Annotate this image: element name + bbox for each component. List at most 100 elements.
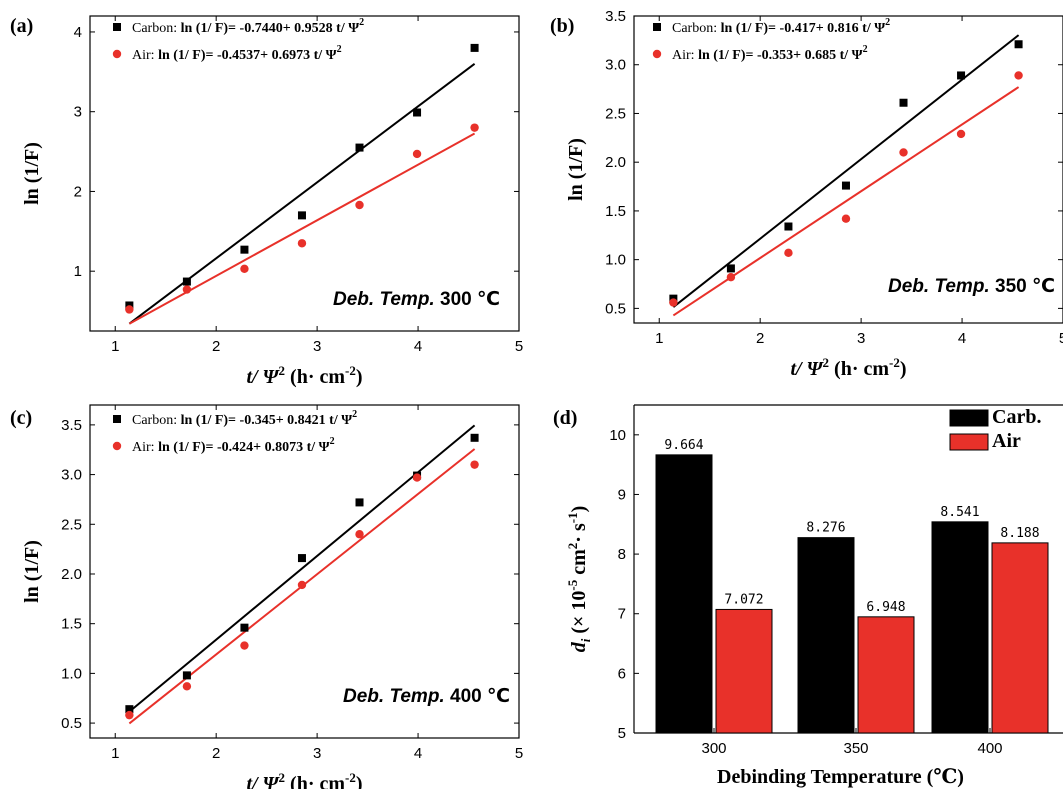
- panel-label: (a): [10, 15, 33, 37]
- legend-equation: -0.417+ 0.816 t/ Ψ: [780, 21, 886, 36]
- x-tick-label: 1: [111, 338, 119, 355]
- panel-label: (d): [553, 407, 577, 429]
- bar-value-label: 8.188: [1000, 526, 1039, 541]
- data-point-air: [355, 530, 364, 539]
- legend-equation: -0.424+ 0.8073 t/ Ψ: [217, 440, 330, 455]
- legend-marker-carbon: [113, 23, 121, 31]
- x-tick-label: 5: [515, 745, 523, 762]
- x-label-sup: 2: [279, 770, 286, 785]
- y-tick-label: 5: [618, 725, 626, 742]
- x-tick-label: 300: [701, 740, 726, 757]
- data-point-carbon: [297, 211, 306, 220]
- y-tick-label: 1.0: [61, 665, 82, 682]
- data-point-air: [726, 272, 736, 282]
- legend-equation-sup: 2: [885, 17, 890, 28]
- y-axis-label: ln (1/F): [21, 142, 43, 205]
- legend-series-name: Carbon: [132, 21, 173, 36]
- y-tick-label: 4: [74, 24, 82, 41]
- x-tick-label: 4: [958, 330, 966, 347]
- legend-marker-air: [112, 49, 122, 59]
- y-tick-label: 10: [609, 427, 626, 444]
- legend-equation-prefix: ln (1/ F)=: [158, 440, 217, 455]
- y-axis-label: di (× 10-5 cm2· s-1): [565, 506, 593, 653]
- legend-entry-air: Air: ln (1/ F)= -0.4537+ 0.6973 t/ Ψ2: [132, 44, 342, 63]
- legend-colon: :: [173, 413, 180, 428]
- data-point-carbon: [240, 245, 249, 254]
- legend-label: Air: [992, 430, 1021, 452]
- bar-value-label: 7.072: [724, 592, 763, 607]
- legend-swatch-0: [949, 409, 989, 427]
- panel-d: 5 6 7 8 9 10 300 9.664 7.072 350 8.276 6.948 400 8.54…: [553, 404, 1063, 788]
- y-label-sub: i: [578, 638, 593, 642]
- data-point-carbon: [470, 43, 479, 52]
- data-point-air: [669, 298, 678, 307]
- legend-series-name: Carbon: [132, 413, 173, 428]
- bar-value-label: 8.541: [940, 505, 979, 520]
- x-axis-label: t/ Ψ2 (h· cm-2): [790, 355, 906, 380]
- legend-equation-sup: 2: [330, 436, 335, 447]
- bar-air-350: [857, 616, 915, 734]
- legend-marker-air: [652, 49, 662, 59]
- data-point-carbon: [899, 98, 908, 107]
- y-tick-label: 3.5: [61, 417, 82, 434]
- legend-equation-prefix: ln (1/ F)=: [698, 48, 757, 63]
- data-point-air: [240, 264, 249, 273]
- plot-frame: [633, 15, 1063, 324]
- x-label-unit-sup: -2: [345, 363, 356, 378]
- data-point-carbon: [182, 277, 191, 286]
- data-point-carbon: [182, 671, 191, 680]
- data-point-carbon: [726, 264, 735, 273]
- annotation-italic: Deb. Temp.: [888, 276, 990, 297]
- data-point-air: [899, 148, 908, 157]
- x-tick-label: 5: [1059, 330, 1063, 347]
- legend-colon: :: [713, 21, 720, 36]
- y-tick-label: 1: [74, 263, 82, 280]
- y-tick-label: 3.0: [61, 467, 82, 484]
- data-point-air: [125, 710, 134, 720]
- legend-equation-prefix: ln (1/ F)=: [721, 21, 780, 36]
- legend-colon: :: [151, 48, 158, 63]
- bar-air-300: [715, 608, 773, 734]
- panel-c: 1 2 3 4 5 0.5 1.0 1.5 2.0 2.5 3.0 3.5 (c) Carbon: ln …: [10, 404, 523, 789]
- legend-equation: -0.7440+ 0.9528 t/ Ψ: [240, 21, 360, 36]
- annotation-value: 350 ℃: [995, 276, 1055, 297]
- panel-a: 1 2 3 4 5 1 2 3 4 (a) Carbon: ln (1/ F)= -0.7440+ …: [10, 15, 523, 388]
- x-label-unit: (h· cm: [290, 366, 345, 388]
- data-point-air: [297, 239, 307, 248]
- legend-label: Carb.: [992, 406, 1041, 428]
- legend-entry-carbon: Carbon: ln (1/ F)= -0.345+ 0.8421 t/ Ψ2: [132, 409, 357, 428]
- y-tick-label: 6: [618, 665, 626, 682]
- bar-carb-300: [655, 454, 713, 734]
- data-point-carbon: [297, 554, 306, 563]
- fit-line-carbon: [672, 34, 1020, 308]
- y-tick-label: 0.5: [61, 715, 82, 732]
- y-label-sup3: -1: [565, 512, 580, 523]
- data-point-air: [784, 248, 793, 258]
- y-label-rest: (× 10: [568, 591, 590, 639]
- y-axis-label: ln (1/F): [21, 540, 43, 603]
- y-tick-label: 2: [74, 183, 82, 200]
- legend-equation-prefix: ln (1/ F)=: [181, 21, 240, 36]
- y-tick-label: 2.5: [605, 105, 626, 122]
- legend-equation-prefix: ln (1/ F)=: [181, 413, 240, 428]
- x-tick-label: 2: [212, 338, 220, 355]
- data-point-air: [470, 123, 479, 132]
- bar-carb-400: [931, 521, 989, 734]
- data-point-carbon: [1014, 40, 1023, 49]
- fit-line-carbon: [128, 62, 476, 325]
- data-point-carbon: [957, 71, 966, 80]
- x-tick-label: 2: [756, 330, 764, 347]
- x-label-close: ): [356, 773, 363, 789]
- data-point-air: [841, 214, 851, 223]
- legend-series-name: Carbon: [672, 21, 713, 36]
- legend-marker-air: [112, 441, 122, 451]
- data-point-carbon: [355, 143, 364, 152]
- data-point-air: [956, 129, 966, 139]
- data-point-air: [355, 200, 364, 210]
- panel-label: (b): [550, 15, 574, 37]
- y-tick-label: 2.0: [61, 566, 82, 583]
- x-label-unit: (h· cm: [290, 773, 345, 789]
- x-tick-label: 3: [313, 745, 321, 762]
- data-point-carbon: [413, 108, 422, 117]
